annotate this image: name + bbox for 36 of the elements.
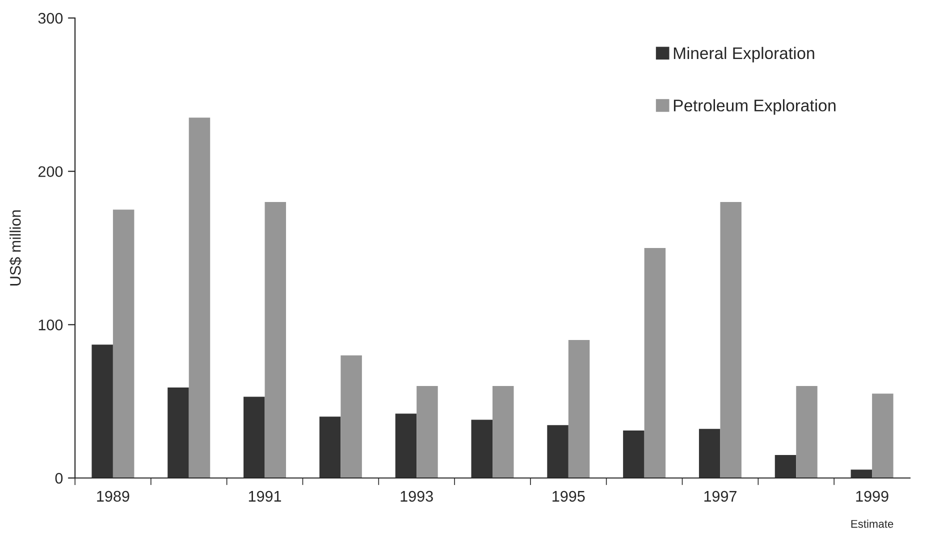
- bar: [698, 428, 720, 478]
- bar: [850, 470, 872, 478]
- bar: [168, 388, 189, 478]
- bar: [416, 386, 438, 478]
- bar: [264, 202, 286, 478]
- bar: [112, 210, 134, 478]
- bar: [796, 386, 818, 478]
- bar: [547, 425, 568, 478]
- bar: [774, 455, 796, 478]
- bar: [568, 340, 590, 478]
- bar: [492, 386, 514, 478]
- x-tick-label: 1991: [248, 490, 282, 502]
- y-tick-label: 300: [38, 12, 63, 24]
- legend-label: Mineral Exploration: [674, 46, 814, 62]
- x-tick-label: 1997: [704, 490, 736, 502]
- y-axis-title: US$ million: [9, 210, 22, 286]
- bar: [471, 420, 492, 478]
- x-tick-label: 1989: [97, 490, 130, 502]
- bar: [92, 344, 113, 478]
- x-tick-label: 1995: [552, 490, 585, 502]
- bar: [720, 202, 742, 478]
- x-tick-label: 1993: [400, 490, 433, 502]
- bar: [623, 430, 644, 478]
- y-tick-label: 200: [38, 166, 63, 178]
- bar: [319, 416, 341, 478]
- bar: [395, 414, 417, 478]
- bar: [644, 248, 666, 478]
- y-tick-label: 0: [55, 472, 63, 484]
- x-tick-label: 1999: [856, 490, 888, 502]
- bar: [188, 118, 210, 478]
- bar: [872, 394, 894, 478]
- bar: [340, 355, 362, 478]
- legend-label: Petroleum Exploration: [674, 99, 836, 115]
- text: Estimate: [851, 520, 894, 528]
- bar: [244, 396, 265, 478]
- y-tick-label: 100: [38, 320, 63, 330]
